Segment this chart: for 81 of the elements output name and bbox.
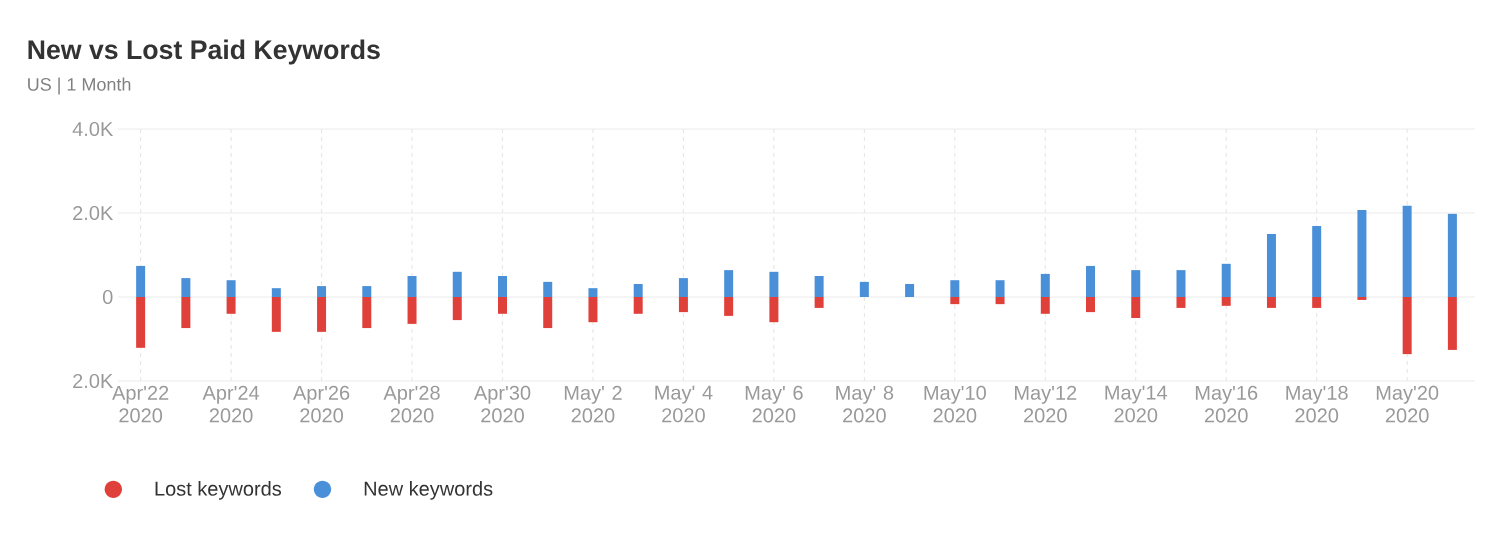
bar [905,283,915,297]
x-tick-label: May'12 2020 [1014,385,1077,423]
bar [1221,297,1231,306]
bar [362,297,372,329]
bar [769,297,779,323]
bar [995,297,1005,305]
bar [814,297,824,308]
x-tick-label: May'20 2020 [1376,385,1439,423]
bar [1447,213,1457,297]
chart-title: New vs Lost Paid Keywords [28,39,380,65]
x-tick-label: Apr'24 2020 [202,385,260,423]
bar [633,283,643,297]
x-tick-label: May' 4 2020 [655,385,713,423]
bar [1402,205,1412,297]
bar [543,281,553,297]
bar [1447,297,1457,350]
bar [588,297,598,323]
bar [362,286,372,297]
bar [1312,297,1322,308]
bar [1086,265,1096,297]
bar [1040,273,1050,297]
bar [1176,297,1186,308]
bar [317,297,327,332]
bar [497,276,507,297]
bar [181,297,191,329]
x-tick-label: May'16 2020 [1195,385,1258,423]
bar [1266,297,1276,308]
bar [814,276,824,297]
y-tick-label: 2.0K [73,373,114,389]
x-tick-label: May' 8 2020 [836,385,894,423]
y-tick-label: 0 [102,289,113,305]
bar [724,297,734,316]
x-tick-label: Apr'26 2020 [293,385,350,423]
bar [136,265,146,297]
x-tick-label: Apr'28 2020 [383,385,440,423]
x-tick-label: May' 2 2020 [564,385,622,423]
bar [859,281,869,297]
x-tick-label: May'14 2020 [1105,385,1168,423]
x-tick-label: May'10 2020 [924,385,986,423]
bar [1266,234,1276,297]
bar [543,297,553,329]
bar [317,286,327,297]
bar [724,270,734,297]
bar [452,297,462,321]
bar [950,280,960,297]
legend-label: Lost keywords [155,481,282,500]
bar [1221,263,1231,297]
bar [995,280,1005,297]
bar [226,280,236,297]
bar [407,276,417,297]
x-tick-label: Apr'30 2020 [473,385,531,423]
bar [678,297,688,313]
y-tick-label: 4.0K [72,121,114,137]
x-tick-label: May'18 2020 [1286,385,1348,423]
bar [1131,297,1141,318]
bar [1040,297,1050,314]
chart-subtitle: US | 1 Month [28,77,131,95]
bar [1086,297,1096,313]
bar [769,271,779,297]
x-tick-label: Apr'22 2020 [112,385,169,423]
bar [1357,297,1367,300]
bar [407,297,417,324]
bar [1357,210,1367,297]
bar [633,297,643,314]
bar [1312,226,1322,297]
bar [226,297,236,314]
bar [1402,297,1412,355]
bar [1131,270,1141,297]
bar [136,297,146,348]
bar [181,278,191,297]
bar [1176,270,1186,297]
bar [678,278,688,297]
y-tick-label: 2.0K [73,205,114,221]
x-tick-label: May' 6 2020 [745,385,803,423]
bar [452,271,462,297]
bar [588,288,598,297]
bar [497,297,507,314]
legend-label: New keywords [364,481,493,500]
bar [271,288,281,297]
bar [950,297,960,305]
bar [271,297,281,332]
